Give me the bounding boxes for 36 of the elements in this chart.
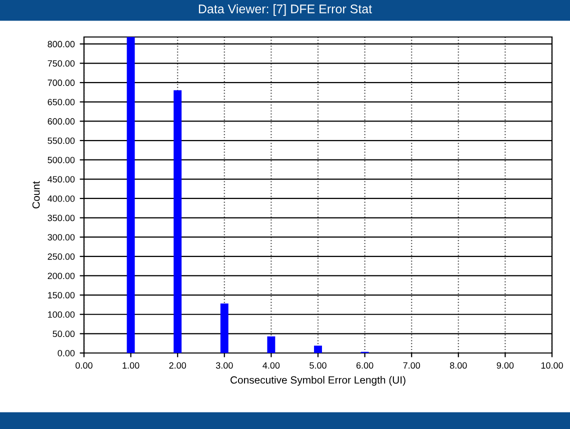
x-tick-label: 6.00	[356, 362, 374, 369]
y-tick-label: 250.00	[48, 253, 75, 260]
y-tick-label: 50.00	[52, 330, 75, 338]
y-tick-label: 700.00	[48, 80, 75, 86]
x-tick-label: 7.00	[403, 362, 420, 369]
y-tick-label: 200.00	[48, 272, 75, 280]
y-tick-label: 150.00	[48, 292, 75, 298]
y-tick-label: 450.00	[48, 176, 75, 183]
x-axis-title: Consecutive Symbol Error Length (UI)	[230, 376, 406, 386]
bar	[267, 336, 276, 353]
x-tick-label: 8.00	[450, 362, 467, 369]
y-tick-label: 300.00	[48, 234, 75, 240]
x-tick-label: 1.00	[122, 362, 140, 369]
chart-title: Data Viewer: [7] DFE Error Stat	[198, 4, 372, 16]
x-tick-label: 10.00	[541, 362, 563, 369]
x-tick-label: 5.00	[310, 362, 326, 369]
y-tick-label: 500.00	[48, 156, 75, 164]
x-tick-label: 0.00	[76, 362, 92, 369]
y-tick-label: 350.00	[48, 214, 75, 222]
y-tick-label: 800.00	[48, 40, 75, 48]
y-tick-label: 0.00	[58, 350, 75, 356]
y-tick-label: 100.00	[48, 311, 75, 318]
bar	[314, 346, 322, 353]
x-tick-label: 4.00	[262, 362, 280, 369]
y-tick-label: 750.00	[48, 60, 75, 67]
x-tick-label: 2.00	[169, 362, 186, 369]
y-tick-label: 650.00	[48, 98, 75, 106]
x-tick-label: 3.00	[216, 362, 233, 369]
y-tick-label: 550.00	[48, 138, 75, 144]
x-tick-label: 9.00	[496, 362, 514, 369]
bar	[174, 90, 182, 353]
y-tick-label: 400.00	[48, 195, 75, 202]
bar	[126, 37, 135, 353]
y-tick-label: 600.00	[48, 118, 75, 125]
bar	[220, 304, 228, 353]
y-axis-title: Count	[32, 181, 40, 208]
